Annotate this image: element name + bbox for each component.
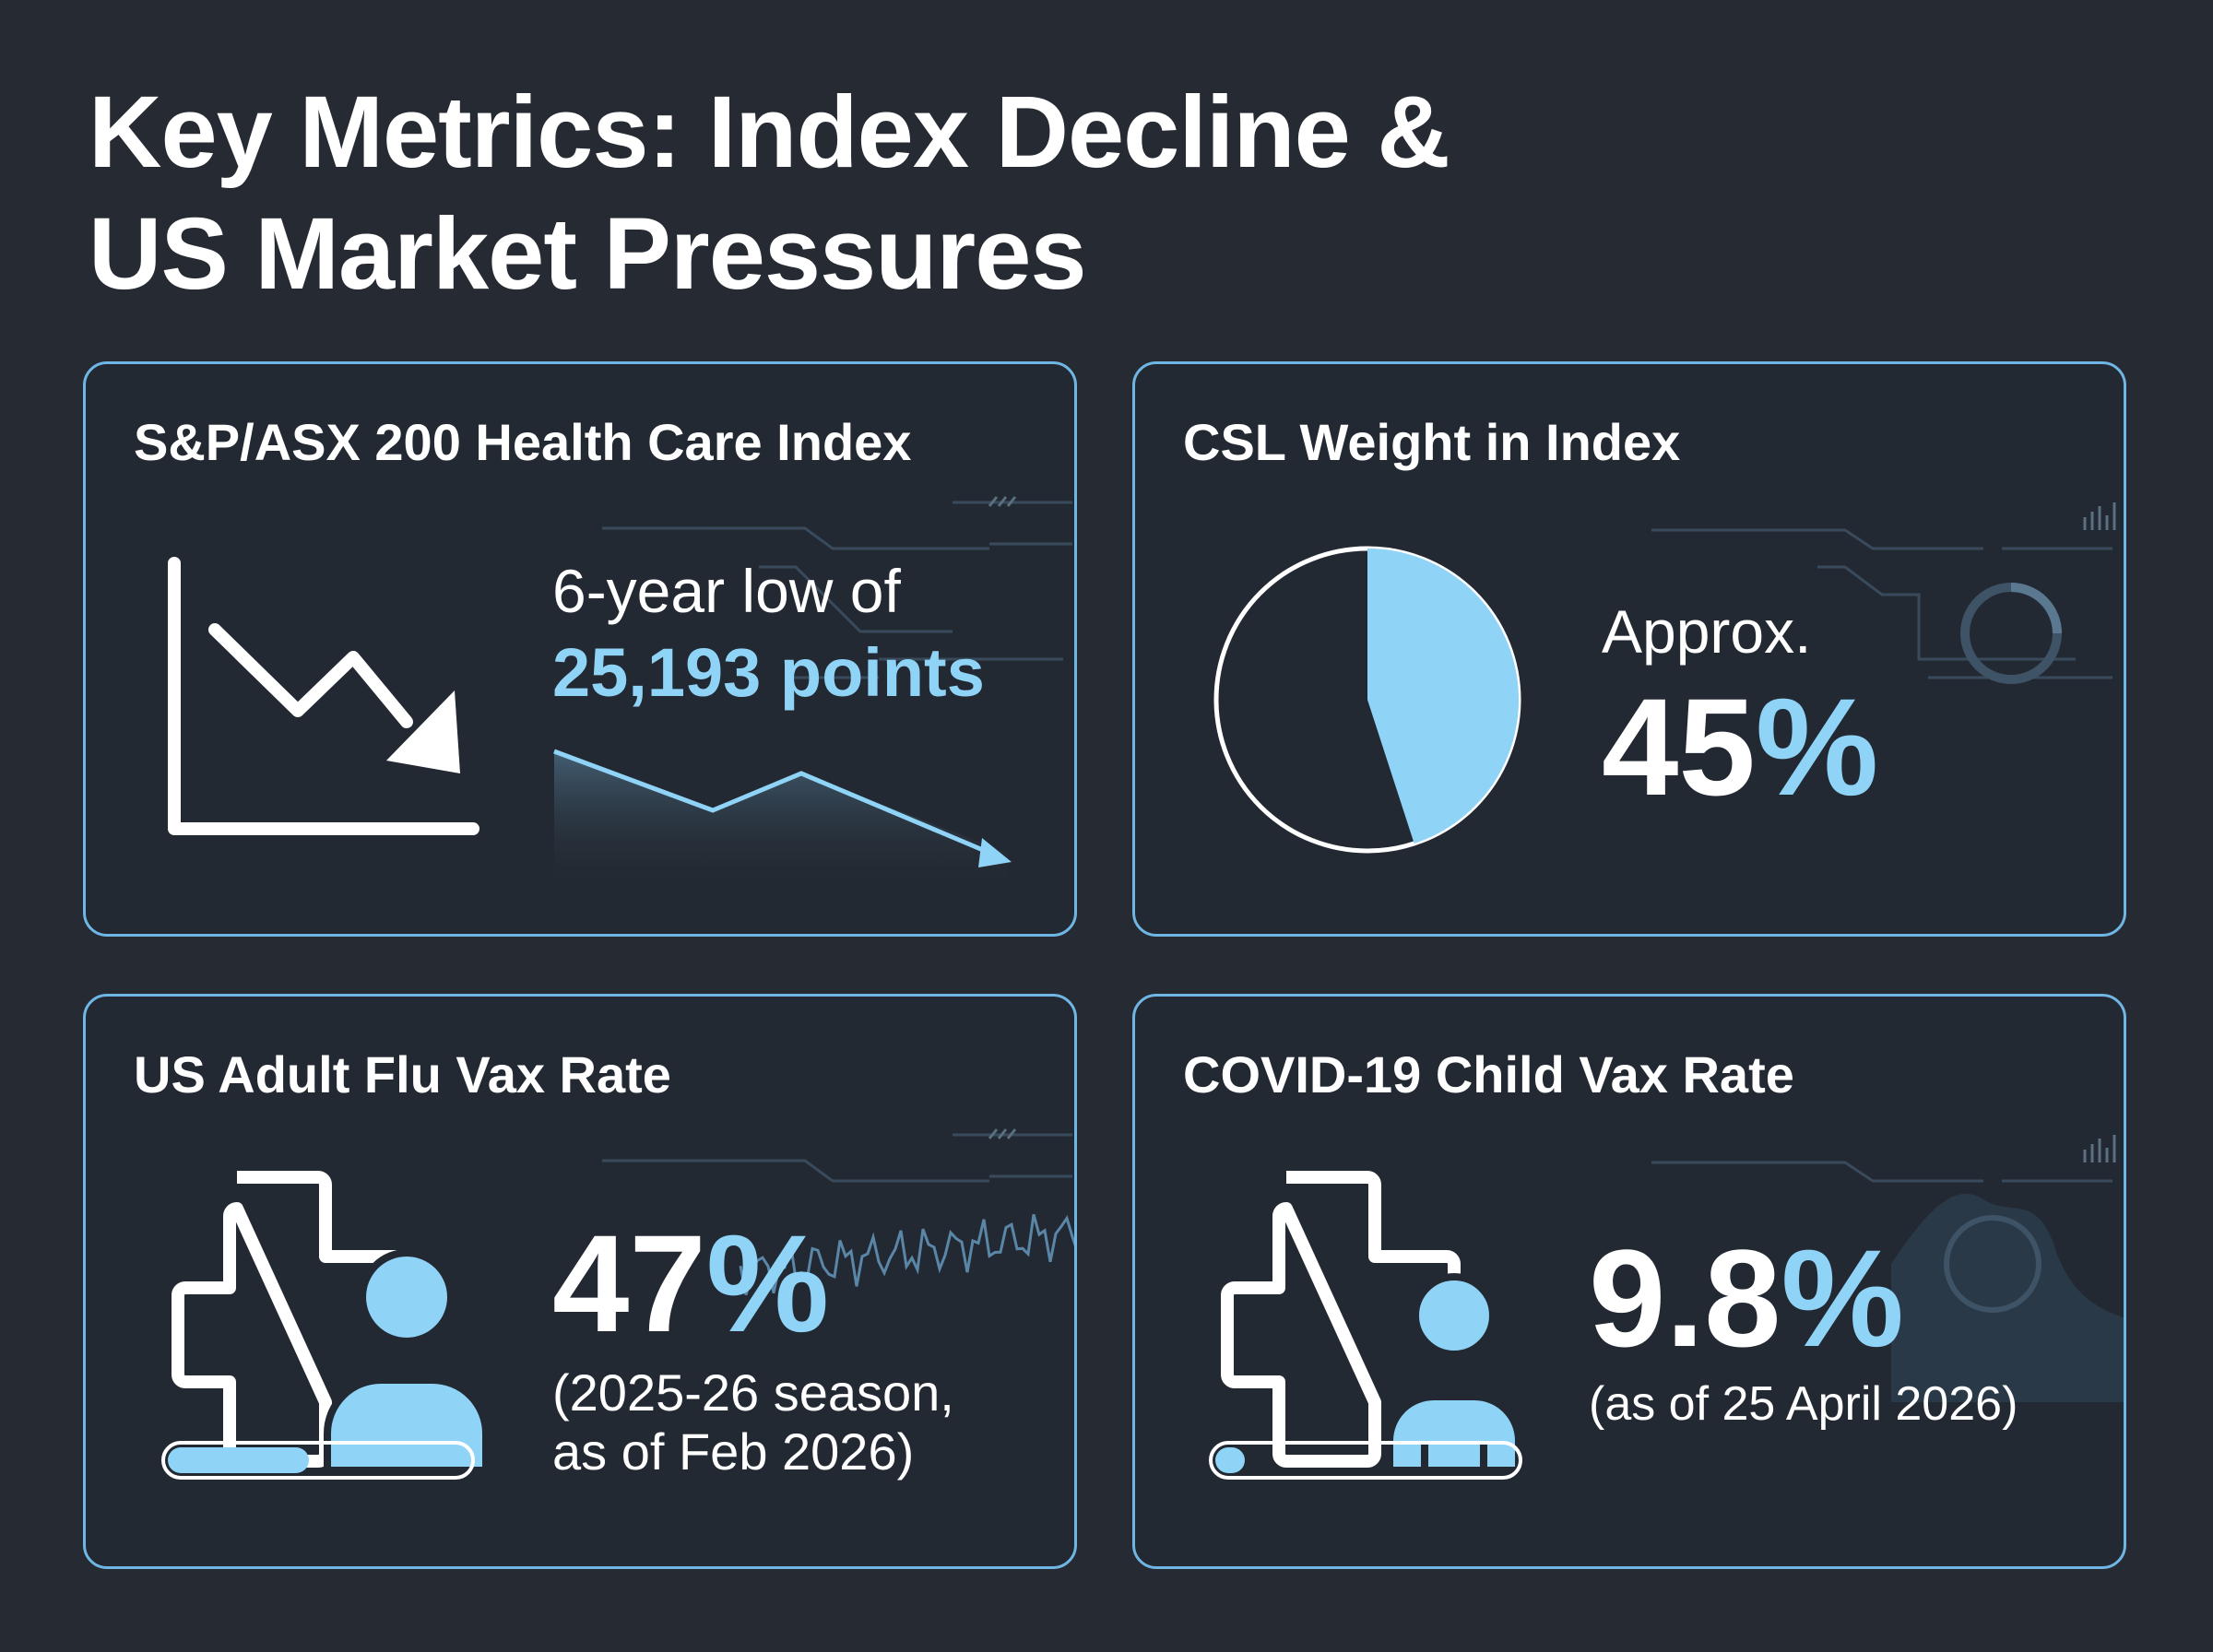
tech-lines-decoration — [1651, 1135, 2124, 1402]
index-card: S&P/ASX 200 Health Care Index 6-year low… — [83, 361, 1077, 937]
covid-progress-bar — [1209, 1441, 1522, 1480]
csl-value-percent: % — [1755, 669, 1879, 824]
flu-card: US Adult Flu Vax Rate 47% (2025-26 seaso… — [83, 994, 1077, 1569]
page-title-line-2: US Market Pressures — [89, 197, 1087, 311]
page-title: Key Metrics: Index Decline & US Market P… — [89, 72, 1450, 315]
covid-value: 9.8% — [1589, 1229, 1904, 1367]
medical-cross-person-icon — [172, 1171, 490, 1474]
covid-progress-fill — [1215, 1447, 1245, 1473]
index-trend-sparkline — [553, 749, 1012, 890]
csl-value-number: 45 — [1602, 669, 1756, 824]
covid-value-number: 9.8 — [1589, 1221, 1781, 1375]
pie-chart-icon — [1213, 546, 1521, 854]
flu-note-line-2: as of Feb 2026) — [552, 1422, 915, 1481]
page-title-line-1: Key Metrics: Index Decline & — [89, 76, 1450, 189]
pie-slice-csl — [1367, 549, 1519, 844]
covid-value-percent: % — [1781, 1221, 1904, 1375]
flu-value: 47% — [552, 1214, 829, 1352]
medical-cross-person-icon — [1221, 1171, 1522, 1474]
flu-note-line-1: (2025-26 season, — [552, 1363, 954, 1422]
csl-card-title: CSL Weight in Index — [1183, 413, 1681, 471]
covid-note: (as of 25 April 2026) — [1589, 1377, 2018, 1431]
flu-card-title: US Adult Flu Vax Rate — [134, 1045, 671, 1103]
declining-chart-icon — [168, 557, 479, 835]
csl-value: 45% — [1602, 678, 1878, 816]
csl-card: CSL Weight in Index Approx. 45% — [1132, 361, 2126, 937]
covid-card-title: COVID-19 Child Vax Rate — [1183, 1045, 1794, 1103]
covid-card: COVID-19 Child Vax Rate 9.8% (as of 25 A… — [1132, 994, 2126, 1569]
index-low-label: 6-year low of — [552, 557, 901, 625]
index-card-title: S&P/ASX 200 Health Care Index — [134, 413, 912, 471]
flu-progress-fill — [168, 1447, 310, 1473]
flu-value-percent: % — [705, 1206, 830, 1361]
tech-lines-decoration — [1651, 502, 2116, 684]
csl-prefix: Approx. — [1602, 597, 1812, 666]
index-low-value: 25,193 points — [552, 634, 985, 711]
flu-progress-bar — [161, 1441, 475, 1480]
flu-value-number: 47 — [552, 1206, 706, 1361]
tech-lines-decoration — [602, 496, 1072, 679]
tech-lines-decoration — [602, 1128, 1074, 1296]
flu-note: (2025-26 season, as of Feb 2026) — [552, 1363, 954, 1481]
